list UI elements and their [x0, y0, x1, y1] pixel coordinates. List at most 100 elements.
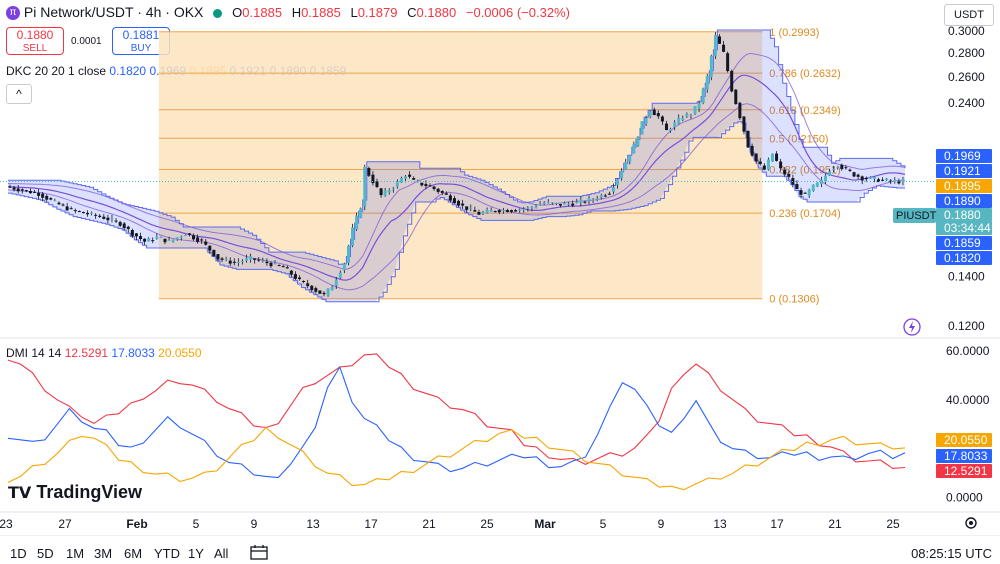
candle-body: [196, 237, 200, 242]
price-tick-label: 0.3000: [948, 24, 985, 38]
price-label-bg: [936, 179, 992, 193]
candle-body: [106, 217, 110, 221]
dmi-series-line: [7, 426, 906, 491]
candle-body: [69, 208, 73, 210]
candle-body: [65, 206, 69, 211]
range-button-3m[interactable]: 3M: [94, 546, 113, 561]
time-tick-label: 21: [422, 517, 436, 531]
time-tick-label: 13: [306, 517, 320, 531]
range-button-5d[interactable]: 5D: [37, 546, 54, 561]
candle-body: [709, 55, 713, 78]
candle-body: [603, 195, 607, 197]
candle-body: [465, 206, 469, 210]
time-tick-label: 23: [0, 517, 13, 531]
range-button-ytd[interactable]: YTD: [154, 546, 180, 561]
lightning-icon[interactable]: [903, 318, 921, 336]
candle-body: [114, 220, 118, 222]
candle-body: [110, 218, 114, 220]
settings-icon[interactable]: [964, 516, 978, 530]
currency-selector[interactable]: USDT: [944, 4, 994, 26]
candle-body: [359, 208, 363, 218]
time-tick-label: Mar: [534, 517, 556, 531]
candle-body: [648, 111, 652, 117]
candle-body: [750, 145, 754, 156]
chevron-up-icon: ^: [16, 87, 22, 101]
candle-body: [734, 89, 738, 105]
market-open-icon: [213, 8, 223, 18]
price-tick-label: 0.1400: [948, 269, 985, 283]
candle-body: [795, 184, 799, 190]
candle-body: [876, 179, 880, 182]
candle-body: [722, 44, 726, 52]
price-tick-label: 0.2800: [948, 46, 985, 60]
range-button-all[interactable]: All: [214, 546, 229, 561]
candle-body: [41, 193, 45, 198]
dmi-legend[interactable]: DMI 14 14 12.5291 17.8033 20.0550: [6, 346, 202, 360]
candle-body: [20, 189, 24, 191]
candle-body: [118, 222, 122, 226]
candle-body: [526, 207, 530, 209]
price-tick-label: 0.1200: [948, 319, 985, 333]
dmi-label-bg: [936, 433, 992, 447]
price-label-bg: [936, 194, 992, 208]
range-button-1m[interactable]: 1M: [66, 546, 85, 561]
candle-body: [868, 177, 872, 179]
band-inner-lower-line: [7, 103, 906, 291]
candle-body: [86, 212, 90, 215]
candle-body: [159, 237, 163, 239]
candle-body: [762, 165, 766, 170]
candle-body: [102, 216, 106, 219]
candle-body: [212, 249, 216, 257]
candle-body: [864, 178, 868, 180]
range-button-6m[interactable]: 6M: [124, 546, 143, 561]
candle-body: [387, 190, 391, 193]
candle-body: [134, 233, 138, 237]
fibonacci-zone: [158, 31, 763, 299]
candle-body: [489, 210, 493, 212]
candle-body: [330, 287, 334, 291]
sell-button[interactable]: 0.1880 SELL: [6, 27, 64, 55]
calendar-range-icon[interactable]: [250, 544, 268, 560]
candle-body: [412, 178, 416, 180]
candle-body: [57, 202, 61, 205]
symbol-title[interactable]: Pi Network/USDT · 4h · OKX: [23, 4, 204, 20]
price-label-bg: [936, 149, 992, 163]
candle-body: [440, 191, 444, 193]
candle-body: [730, 70, 734, 92]
time-tick-label: 5: [600, 517, 607, 531]
candle-body: [656, 113, 660, 117]
utc-clock[interactable]: 08:25:15 UTC: [911, 546, 992, 561]
candle-body: [501, 209, 505, 211]
candle-body: [151, 240, 155, 242]
candle-body: [607, 193, 611, 195]
range-button-1y[interactable]: 1Y: [188, 546, 204, 561]
candle-body: [322, 292, 326, 295]
spread-value: 0.0001: [71, 36, 102, 47]
candle-body: [885, 178, 889, 181]
candle-body: [49, 198, 53, 200]
candle-body: [807, 189, 811, 196]
candle-body: [395, 181, 399, 187]
time-tick-label: 21: [828, 517, 842, 531]
time-tick-label: 25: [480, 517, 494, 531]
candle-body: [534, 206, 538, 208]
dkc-value: 0.1820: [109, 64, 147, 78]
candle-body: [16, 188, 20, 192]
dmi-value: 17.8033: [108, 346, 155, 360]
candle-body: [408, 174, 412, 177]
candle-body: [644, 117, 648, 124]
candle-body: [436, 188, 440, 192]
price-chart[interactable]: 1 (0.2993) 0.786 (0.2632) 0.618 (0.2349) 0.…: [0, 0, 1000, 536]
candle-body: [310, 285, 314, 291]
candle-body: [228, 260, 232, 264]
price-label-bg: [936, 236, 992, 250]
candle-body: [318, 290, 322, 294]
candle-body: [485, 209, 489, 213]
candle-body: [220, 258, 224, 260]
candle-body: [81, 211, 85, 214]
range-button-1d[interactable]: 1D: [10, 546, 27, 561]
candle-body: [261, 260, 265, 262]
candle-body: [779, 161, 783, 169]
candle-body: [628, 155, 632, 162]
collapse-legend-button[interactable]: ^: [6, 84, 32, 104]
